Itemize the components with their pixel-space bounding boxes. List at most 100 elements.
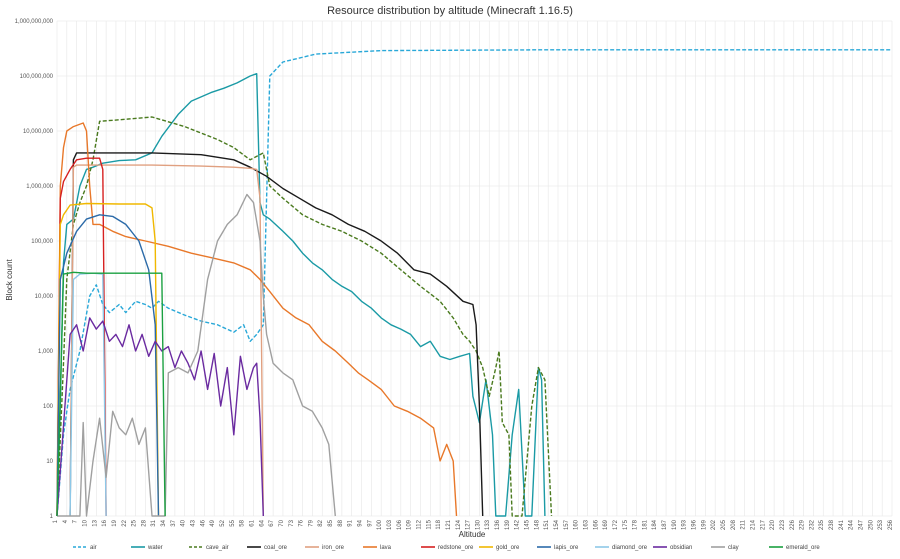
- x-tick-label: 199: [701, 519, 707, 530]
- x-axis-label: Altitude: [459, 530, 486, 539]
- x-tick-label: 151: [544, 519, 550, 530]
- x-tick-label: 88: [338, 519, 344, 526]
- x-tick-label: 91: [348, 519, 354, 526]
- x-tick-label: 1: [53, 519, 59, 523]
- x-tick-label: 184: [652, 519, 658, 530]
- y-axis-ticks: 1 10 100 1,000 10,000 100,000 1,000,000 10,000,…: [15, 19, 54, 520]
- x-tick-label: 94: [358, 519, 364, 526]
- series-line-emerald_ore: [56, 271, 166, 517]
- legend-label-cave_air: cave_air: [206, 545, 229, 551]
- series-line-gold_ore: [56, 202, 160, 517]
- x-tick-label: 217: [760, 519, 766, 530]
- series-line-redstone_ore: [56, 157, 107, 517]
- x-tick-label: 58: [240, 519, 246, 526]
- x-tick-label: 247: [859, 519, 865, 530]
- series-line-diamond_ore: [69, 272, 107, 517]
- x-tick-label: 61: [249, 519, 255, 526]
- legend-label-iron_ore: iron_ore: [322, 545, 345, 551]
- x-tick-label: 163: [583, 519, 589, 530]
- x-tick-label: 187: [662, 519, 668, 530]
- x-tick-label: 250: [868, 519, 874, 530]
- series-line-clay: [57, 193, 336, 517]
- series-line-air: [56, 49, 892, 517]
- x-tick-label: 160: [574, 519, 580, 530]
- x-tick-label: 196: [692, 519, 698, 530]
- legend-label-obsidian: obsidian: [670, 545, 692, 551]
- x-tick-label: 112: [416, 519, 422, 529]
- x-tick-label: 85: [328, 519, 334, 526]
- x-tick-label: 67: [269, 519, 275, 526]
- legend-label-gold_ore: gold_ore: [496, 545, 520, 551]
- x-tick-label: 232: [809, 519, 815, 530]
- x-tick-label: 46: [200, 519, 206, 526]
- x-tick-label: 31: [151, 519, 157, 526]
- y-tick-label: 100: [43, 404, 54, 410]
- x-tick-label: 130: [475, 519, 481, 530]
- x-tick-label: 220: [770, 519, 776, 530]
- grid: [56, 20, 893, 517]
- x-tick-label: 79: [308, 519, 314, 526]
- legend-label-air: air: [90, 545, 97, 551]
- y-tick-label: 1,000,000: [26, 184, 53, 190]
- series-line-water: [56, 73, 546, 517]
- y-tick-label: 10,000,000: [23, 129, 54, 135]
- x-tick-label: 241: [839, 519, 845, 530]
- x-tick-label: 25: [132, 519, 138, 526]
- x-tick-label: 97: [367, 519, 373, 526]
- y-tick-label: 100,000,000: [20, 74, 54, 80]
- x-tick-label: 145: [525, 519, 531, 530]
- x-tick-label: 178: [633, 519, 639, 530]
- x-tick-label: 49: [210, 519, 216, 526]
- x-tick-label: 73: [289, 519, 295, 526]
- series-line-iron_ore: [69, 164, 264, 517]
- x-tick-label: 115: [426, 519, 432, 529]
- y-tick-label: 1,000: [38, 349, 54, 355]
- x-tick-label: 37: [171, 519, 177, 526]
- x-tick-label: 109: [407, 519, 413, 530]
- x-tick-label: 34: [161, 519, 167, 526]
- x-axis-ticks: 1 4 7 10 13 16 19 22 25 28 31 34 37 40 43 46 49 52 55 58 61 6…: [53, 519, 894, 530]
- y-tick-label: 10,000: [35, 294, 54, 300]
- y-tick-label: 1,000,000,000: [15, 19, 54, 25]
- x-tick-label: 52: [220, 519, 226, 526]
- x-tick-label: 181: [642, 519, 648, 530]
- x-tick-label: 193: [682, 519, 688, 530]
- x-tick-label: 121: [446, 519, 452, 530]
- x-tick-label: 70: [279, 519, 285, 526]
- x-tick-label: 4: [63, 519, 69, 523]
- legend-label-lapis_ore: lapis_ore: [554, 545, 579, 551]
- x-tick-label: 202: [711, 519, 717, 530]
- x-tick-label: 100: [377, 519, 383, 530]
- x-tick-label: 40: [181, 519, 187, 526]
- y-axis-label: Block count: [5, 259, 14, 301]
- x-tick-label: 16: [102, 519, 108, 526]
- legend-label-coal_ore: coal_ore: [264, 545, 288, 551]
- legend-label-water: water: [147, 545, 163, 551]
- x-tick-label: 76: [299, 519, 305, 526]
- x-tick-label: 238: [829, 519, 835, 530]
- x-tick-label: 148: [534, 519, 540, 530]
- x-tick-label: 127: [466, 519, 472, 530]
- x-tick-label: 55: [230, 519, 236, 526]
- x-tick-label: 13: [92, 519, 98, 526]
- x-tick-label: 103: [387, 519, 393, 530]
- x-tick-label: 133: [485, 519, 491, 530]
- x-tick-label: 169: [603, 519, 609, 530]
- x-tick-label: 172: [613, 519, 619, 530]
- series-line-coal_ore: [69, 152, 484, 517]
- series-line-lapis_ore: [56, 214, 160, 517]
- legend-label-diamond_ore: diamond_ore: [612, 545, 648, 551]
- x-tick-label: 142: [515, 519, 521, 530]
- series-line-cave_air: [56, 116, 553, 517]
- x-tick-label: 211: [741, 519, 747, 529]
- x-tick-label: 139: [505, 519, 511, 530]
- x-tick-label: 7: [73, 519, 79, 523]
- chart-title: Resource distribution by altitude (Minec…: [327, 5, 573, 17]
- x-tick-label: 253: [878, 519, 884, 530]
- series-layer: [56, 49, 892, 517]
- x-tick-label: 235: [819, 519, 825, 530]
- x-tick-label: 64: [259, 519, 265, 526]
- x-tick-label: 208: [731, 519, 737, 530]
- x-tick-label: 106: [397, 519, 403, 530]
